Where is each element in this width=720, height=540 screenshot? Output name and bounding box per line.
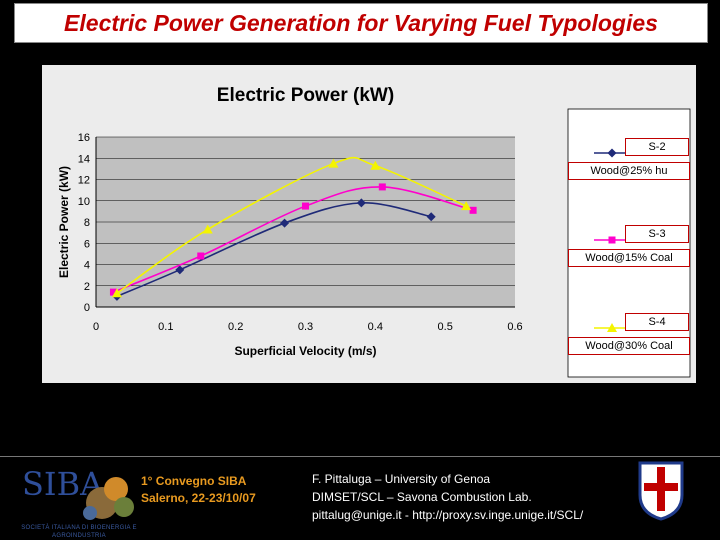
slide-title: Electric Power Generation for Varying Fu… bbox=[14, 3, 708, 43]
credit-author: F. Pittaluga – University of Genoa bbox=[312, 472, 491, 486]
data-point-s-2 bbox=[426, 212, 436, 222]
legend-series-name: S-3 bbox=[625, 225, 689, 243]
author-credits: F. Pittaluga – University of Genoa DIMSE… bbox=[312, 470, 583, 524]
conference-info: 1° Convegno SIBA Salerno, 22-23/10/07 bbox=[141, 473, 256, 507]
y-tick-label: 14 bbox=[78, 153, 90, 165]
legend-series-label: Wood@30% Coal bbox=[568, 337, 690, 355]
data-point-s-2 bbox=[356, 198, 366, 208]
data-point-s-2 bbox=[280, 218, 290, 228]
conference-place-date: Salerno, 22-23/10/07 bbox=[141, 491, 256, 505]
siba-society-name: SOCIETÀ ITALIANA DI BIOENERGIA E AGROIND… bbox=[21, 525, 137, 539]
data-point-s-4 bbox=[370, 160, 381, 170]
data-point-s-3 bbox=[109, 288, 117, 296]
y-tick-label: 2 bbox=[84, 281, 90, 293]
chart-panel: 0 2 4 6 8 10 12 14 16 0 0.1 0.2 0.3 0.4 0.5 0.6 Electric… bbox=[42, 65, 696, 383]
legend-series-label: Wood@25% hu bbox=[568, 162, 690, 180]
footer-divider bbox=[0, 456, 720, 457]
power-chart: 0 2 4 6 8 10 12 14 16 0 0.1 0.2 0.3 0.4 0.5 0.6 Electric… bbox=[57, 85, 691, 378]
y-axis-label: Electric Power (kW) bbox=[57, 166, 71, 278]
credit-contact: pittalug@unige.it - http://proxy.sv.inge… bbox=[312, 508, 584, 522]
data-point-s-3 bbox=[197, 252, 205, 260]
x-axis-label: Superficial Velocity (m/s) bbox=[234, 344, 376, 358]
data-point-s-2 bbox=[175, 265, 185, 275]
data-point-s-4 bbox=[328, 158, 339, 168]
data-point-s-3 bbox=[378, 183, 386, 191]
y-tick-label: 4 bbox=[84, 260, 90, 272]
y-tick-label: 8 bbox=[84, 217, 90, 229]
y-tick-label: 12 bbox=[78, 175, 90, 187]
y-tick-label: 16 bbox=[78, 132, 90, 144]
series-line-s-4 bbox=[116, 156, 467, 294]
y-tick-label: 6 bbox=[84, 238, 90, 250]
x-tick-label: 0.3 bbox=[298, 321, 313, 333]
legend-series-name: S-4 bbox=[625, 313, 689, 331]
data-point-s-4 bbox=[111, 288, 122, 298]
data-point-s-3 bbox=[302, 202, 309, 210]
legend-marker-s-4 bbox=[607, 323, 617, 332]
y-tick-label: 10 bbox=[78, 196, 90, 208]
x-tick-label: 0.2 bbox=[228, 321, 243, 333]
data-point-s-4 bbox=[202, 224, 213, 234]
legend-series-name: S-2 bbox=[625, 138, 689, 156]
x-tick-label: 0.4 bbox=[368, 321, 383, 333]
legend-series-label: Wood@15% Coal bbox=[568, 249, 690, 267]
x-tick-label: 0 bbox=[93, 321, 99, 333]
chart-title: Electric Power (kW) bbox=[217, 85, 394, 106]
legend-marker-s-3 bbox=[608, 236, 616, 244]
conference-name: 1° Convegno SIBA bbox=[141, 474, 247, 488]
data-point-s-3 bbox=[469, 206, 477, 214]
x-tick-label: 0.5 bbox=[438, 321, 453, 333]
legend-marker-s-2 bbox=[607, 148, 617, 158]
y-tick-label: 0 bbox=[84, 302, 90, 314]
x-tick-label: 0.1 bbox=[158, 321, 173, 333]
credit-lab: DIMSET/SCL – Savona Combustion Lab. bbox=[312, 490, 532, 504]
siba-logo: SIBA bbox=[22, 465, 134, 520]
university-crest-icon bbox=[638, 461, 684, 521]
data-point-s-4 bbox=[461, 201, 472, 211]
x-tick-label: 0.6 bbox=[507, 321, 522, 333]
